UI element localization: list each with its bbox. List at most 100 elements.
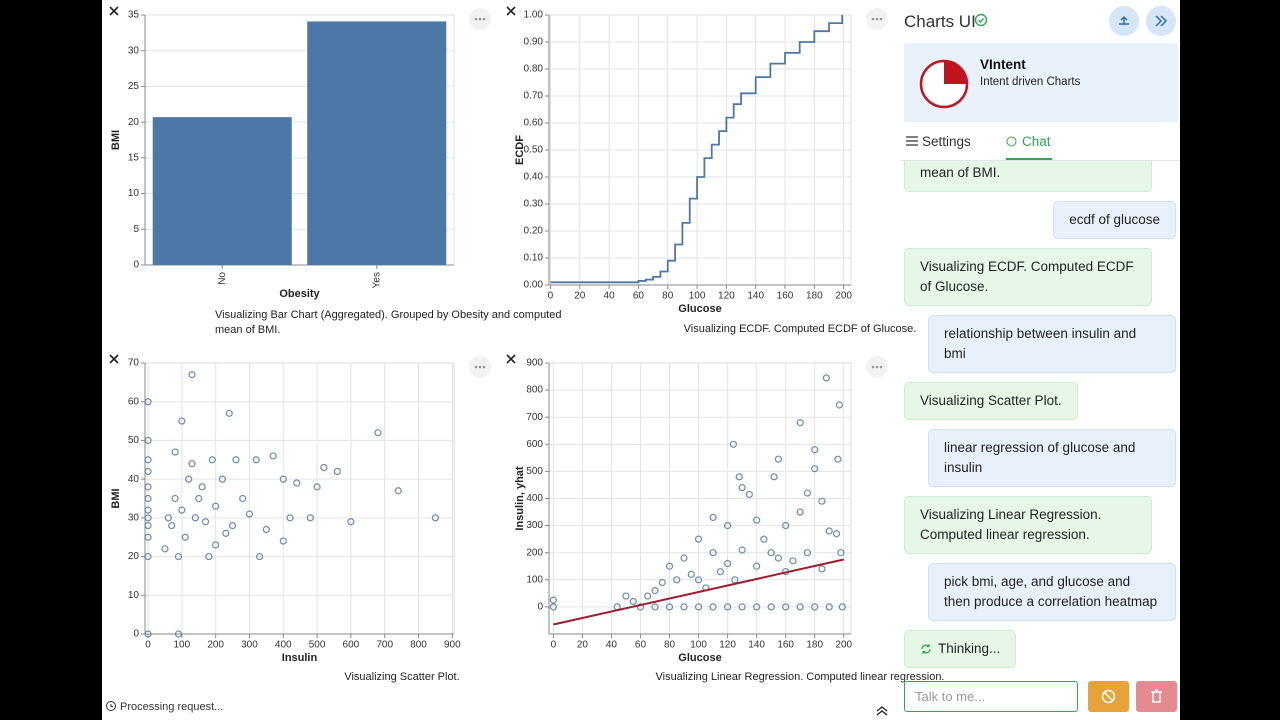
x-tick-label: 300 [241, 640, 258, 651]
collapse-button[interactable] [876, 706, 888, 716]
y-tick-label: 15 [128, 152, 140, 163]
point [198, 483, 206, 491]
header-buttons [1109, 6, 1176, 36]
y-tick-label: 30 [128, 45, 140, 56]
y-tick-label: 0 [133, 260, 139, 271]
point [680, 603, 688, 611]
point [738, 484, 746, 492]
tab-chat[interactable]: Chat [1022, 134, 1051, 149]
bar [307, 21, 447, 265]
x-tick-label: 600 [343, 640, 360, 651]
point [644, 592, 652, 600]
point [164, 514, 172, 522]
x-tick-label: 400 [275, 640, 292, 651]
plot-frame [144, 362, 455, 635]
x-axis-title: Glucose [678, 303, 721, 315]
y-tick-label: 0.60 [524, 118, 544, 129]
point [622, 592, 630, 600]
chart-caption: Visualizing Linear Regression. Computed … [655, 671, 945, 683]
chart: 0.00 0.10 0.20 0.30 0.40 0.50 0.60 0.70 0.80 0.90… [514, 10, 853, 315]
menu-dots [474, 17, 883, 369]
settings-icon [906, 136, 918, 146]
point [803, 549, 812, 557]
y-tick-label: 400 [526, 493, 543, 504]
thinking-bubble: Thinking... [904, 630, 1017, 668]
point [252, 456, 260, 464]
card-title: VIntent [980, 57, 1026, 72]
y-tick-label: 0.80 [524, 64, 544, 75]
y-tick-label: 0.30 [524, 199, 544, 210]
clear-button[interactable] [1136, 681, 1177, 712]
point [174, 552, 183, 561]
y-tick-label: 60 [128, 396, 140, 407]
point [811, 446, 819, 454]
y-tick-label: 500 [526, 466, 543, 477]
y-tick-label: 50 [128, 435, 140, 446]
x-axis-title: Glucose [678, 652, 721, 664]
point [709, 513, 717, 522]
point [333, 467, 341, 475]
y-tick-label: 0.20 [524, 226, 544, 237]
point [144, 630, 152, 638]
point [191, 514, 199, 522]
point [629, 597, 637, 606]
point [174, 630, 183, 638]
tab-settings[interactable]: Settings [922, 134, 971, 149]
point [753, 516, 761, 524]
app-logo [919, 59, 969, 109]
point [767, 603, 775, 611]
point [245, 510, 254, 518]
point [835, 401, 843, 409]
x-tick-label: 20 [577, 640, 589, 651]
point [144, 456, 152, 464]
regression-line [553, 558, 844, 626]
x-tick-label: 140 [748, 640, 765, 651]
x-tick-label: 140 [747, 291, 764, 302]
point [796, 508, 804, 516]
x-tick-label: 500 [309, 640, 326, 651]
point [313, 483, 321, 491]
point [201, 518, 210, 526]
point [834, 455, 842, 463]
close-icon[interactable] [109, 6, 516, 364]
point [658, 578, 666, 587]
chat-message: relationship between insulin and bmi [928, 315, 1176, 373]
x-tick-label: 180 [806, 640, 823, 651]
point [709, 549, 717, 557]
point [144, 436, 152, 445]
point [185, 475, 193, 483]
x-tick-label: 100 [690, 640, 707, 651]
y-tick-label: 35 [128, 10, 140, 21]
x-tick-label: 40 [606, 640, 618, 651]
point [218, 475, 227, 483]
point [665, 603, 674, 611]
point [729, 440, 737, 448]
stop-button[interactable] [1088, 681, 1129, 712]
point [825, 527, 833, 535]
chat-message: ecdf of glucose [1053, 201, 1176, 239]
point [228, 521, 237, 530]
y-tick-label: 1.00 [524, 10, 544, 21]
x-tick-label: 40 [604, 291, 616, 302]
point [687, 570, 695, 578]
point [222, 529, 230, 537]
x-tick-label: 100 [174, 640, 191, 651]
chat-input[interactable]: Talk to me... [904, 681, 1078, 712]
x-tick-label: 100 [689, 291, 706, 302]
point [673, 576, 681, 584]
point [767, 549, 775, 557]
menu-buttons [469, 8, 888, 378]
point [822, 374, 830, 382]
x-tick-label: No [217, 272, 228, 285]
point [374, 429, 382, 437]
point [770, 473, 778, 481]
y-tick-label: 25 [128, 81, 140, 92]
x-tick-label: 200 [207, 640, 224, 651]
point [168, 521, 176, 530]
y-tick-label: 20 [128, 117, 140, 128]
chat-message: Visualizing Scatter Plot. [904, 382, 1078, 420]
y-tick-label: 10 [128, 188, 140, 199]
point [144, 467, 152, 475]
y-tick-label: 0.10 [524, 253, 544, 264]
y-tick-label: 0 [537, 602, 543, 613]
